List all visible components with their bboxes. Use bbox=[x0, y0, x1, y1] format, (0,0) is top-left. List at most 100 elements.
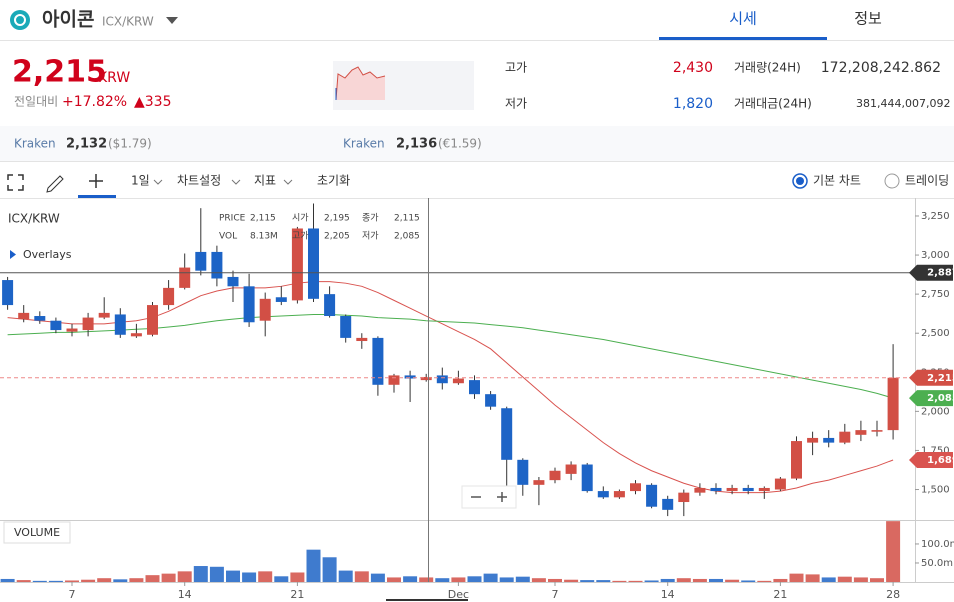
coin-pair[interactable]: ICX/KRW bbox=[102, 15, 154, 29]
radio[interactable] bbox=[792, 173, 808, 189]
toolbar-button[interactable]: 초기화 bbox=[317, 174, 350, 188]
overlays-toggle[interactable]: Overlays bbox=[23, 248, 72, 261]
info-label: PRICE bbox=[219, 214, 246, 224]
overlays-arrow[interactable] bbox=[10, 250, 16, 259]
candle-body bbox=[581, 464, 593, 492]
candle-body bbox=[436, 375, 448, 384]
candle-body bbox=[839, 431, 851, 443]
exchange-name: Kraken bbox=[14, 137, 56, 151]
candle-body bbox=[275, 297, 287, 302]
x-tick-label: 21 bbox=[773, 588, 787, 601]
zoom-control[interactable] bbox=[461, 485, 517, 509]
moving-average bbox=[7, 313, 894, 399]
volume-bar bbox=[209, 566, 224, 582]
x-tick-label: 28 bbox=[886, 588, 900, 601]
volume-bar bbox=[226, 570, 240, 582]
chart-symbol: ICX/KRW bbox=[8, 212, 60, 226]
volume-bar bbox=[129, 578, 144, 582]
volume-bar bbox=[467, 576, 482, 582]
candle-body bbox=[243, 286, 255, 323]
volume-bar bbox=[81, 579, 96, 582]
volume-bar bbox=[531, 578, 546, 582]
volume-bar bbox=[548, 578, 562, 582]
info-label: 저가 bbox=[362, 231, 379, 242]
zoom-in[interactable] bbox=[497, 492, 507, 502]
coin-name: 아이콘 bbox=[42, 9, 94, 31]
volume-bar bbox=[628, 580, 643, 582]
radio[interactable] bbox=[884, 173, 900, 189]
candle-body bbox=[694, 487, 706, 493]
ma-badge-label: 2,085 bbox=[927, 393, 954, 404]
candle-body bbox=[211, 251, 223, 279]
volume-bar bbox=[65, 580, 79, 582]
tab[interactable]: 시세 bbox=[729, 10, 757, 28]
candle-body bbox=[34, 316, 46, 321]
current-price: 2,215 bbox=[12, 55, 107, 90]
crosshair-button[interactable] bbox=[89, 174, 103, 188]
volume-bar bbox=[612, 580, 627, 582]
volume-bar bbox=[48, 580, 63, 582]
candle-body bbox=[774, 478, 786, 490]
tab[interactable]: 정보 bbox=[854, 10, 882, 28]
radio-label[interactable]: 트레이딩 bbox=[905, 174, 949, 188]
price-unit: KRW bbox=[98, 70, 130, 86]
candle-body bbox=[259, 298, 271, 321]
candle-body bbox=[630, 483, 641, 492]
volume-bar bbox=[515, 576, 530, 582]
volume-bar bbox=[580, 580, 595, 582]
volume-title: VOLUME bbox=[14, 526, 60, 539]
exchange-fx: (€1.59) bbox=[438, 137, 482, 151]
candle-body bbox=[2, 280, 14, 306]
candle-body bbox=[565, 464, 577, 474]
radio-label[interactable]: 기본 차트 bbox=[813, 174, 861, 188]
volume-bar bbox=[660, 578, 675, 582]
volume-bar bbox=[821, 577, 836, 582]
y-tick-label: 1,750 bbox=[921, 445, 950, 456]
info-value: 2,085 bbox=[394, 232, 420, 242]
y-tick-label: 3,250 bbox=[921, 211, 950, 222]
candle-body bbox=[613, 491, 625, 498]
info-value: 2,205 bbox=[324, 232, 350, 242]
stat-label: 고가 bbox=[505, 61, 527, 75]
stat-label: 거래량(24H) bbox=[734, 61, 801, 75]
candle-body bbox=[372, 337, 384, 385]
candle-body bbox=[758, 487, 770, 492]
dropdown-arrow[interactable] bbox=[166, 17, 178, 24]
candle-body bbox=[388, 375, 400, 385]
volume-tick-label: 100.0m bbox=[921, 539, 954, 550]
stat-label: 저가 bbox=[505, 97, 527, 111]
ma-badge bbox=[909, 390, 953, 407]
volume-bar bbox=[290, 572, 305, 582]
volume-bar bbox=[258, 571, 273, 582]
sparkline-area bbox=[336, 67, 385, 100]
volume-bar bbox=[403, 576, 418, 582]
candle-body bbox=[485, 394, 497, 407]
coin-icon bbox=[10, 10, 30, 30]
crosshair-badge-label: 2,887 bbox=[927, 268, 954, 279]
volume-bar bbox=[32, 580, 47, 582]
toolbar-button[interactable]: 차트설정 bbox=[177, 174, 221, 188]
exchange-fx: ($1.79) bbox=[108, 137, 152, 151]
volume-bar bbox=[0, 578, 15, 582]
fullscreen-button[interactable] bbox=[7, 174, 24, 191]
draw-button[interactable] bbox=[46, 175, 64, 193]
volume-bar bbox=[322, 557, 337, 582]
candle-body bbox=[163, 287, 175, 306]
volume-bar bbox=[564, 579, 579, 582]
exchange-price: 2,132 bbox=[66, 137, 107, 152]
candle-body bbox=[855, 430, 867, 435]
stat-value: 172,208,242.862 bbox=[821, 60, 941, 76]
toolbar-button[interactable]: 지표 bbox=[254, 174, 276, 188]
crosshair-badge bbox=[909, 264, 953, 281]
volume-bar bbox=[837, 576, 852, 582]
info-value: 2,115 bbox=[394, 214, 420, 224]
volume-bar bbox=[338, 570, 353, 582]
volume-bar bbox=[451, 577, 466, 582]
toolbar-button[interactable]: 1일 bbox=[131, 174, 150, 188]
change-abs: ▲335 bbox=[134, 94, 172, 110]
candle-body bbox=[356, 337, 368, 342]
radio-dot bbox=[796, 177, 804, 185]
y-tick-label: 2,500 bbox=[921, 328, 950, 339]
candle-body bbox=[50, 320, 62, 331]
info-label: 종가 bbox=[362, 213, 379, 224]
